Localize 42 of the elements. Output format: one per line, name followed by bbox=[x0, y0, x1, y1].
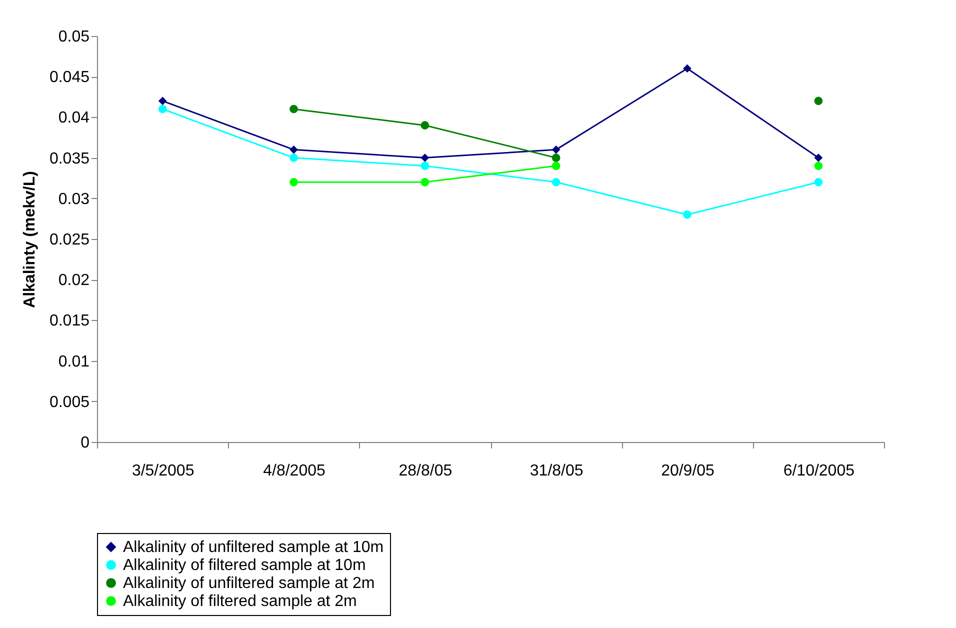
point bbox=[814, 178, 823, 186]
y-tick-label: 0.02 bbox=[58, 272, 90, 290]
point bbox=[290, 145, 298, 154]
point bbox=[158, 96, 167, 106]
point bbox=[552, 162, 560, 170]
point bbox=[814, 154, 823, 162]
point bbox=[683, 64, 692, 73]
point bbox=[552, 178, 560, 186]
x-tick-label: 6/10/2005 bbox=[783, 462, 855, 480]
x-tick-label: 20/9/05 bbox=[661, 462, 715, 480]
y-tick-label: 0.01 bbox=[58, 353, 90, 370]
point bbox=[290, 178, 298, 186]
point bbox=[420, 121, 430, 130]
y-tick-label: 0.03 bbox=[58, 190, 90, 208]
x-tick-label: 28/8/05 bbox=[398, 462, 452, 480]
y-tick-label: 0.035 bbox=[49, 150, 90, 168]
x-tick-label: 4/8/2005 bbox=[263, 462, 326, 480]
point bbox=[814, 162, 823, 170]
y-tick-label: 0.05 bbox=[58, 28, 90, 46]
legend-label: Alkalinity of unfiltered sample at 2m bbox=[123, 575, 375, 592]
legend-label: Alkalinity of filtered sample at 2m bbox=[123, 593, 357, 610]
point bbox=[290, 104, 298, 114]
point bbox=[420, 178, 430, 186]
y-tick-label: 0.005 bbox=[49, 394, 90, 411]
point bbox=[420, 154, 430, 162]
y-tick-label: 0.025 bbox=[49, 232, 90, 248]
point bbox=[552, 154, 560, 162]
point bbox=[158, 104, 167, 114]
legend-label: Alkalinity of filtered sample at 10m bbox=[123, 557, 366, 574]
point bbox=[814, 96, 823, 106]
point bbox=[290, 154, 298, 162]
y-tick-label: 0 bbox=[80, 434, 90, 452]
x-tick-label: 31/8/05 bbox=[530, 462, 584, 480]
point bbox=[552, 145, 560, 154]
y-tick-label: 0.04 bbox=[58, 110, 90, 127]
point bbox=[683, 210, 692, 219]
legend-label: Alkalinity of unfiltered sample at 10m bbox=[123, 539, 384, 556]
point bbox=[420, 162, 430, 170]
y-tick-label: 0.015 bbox=[49, 312, 90, 330]
y-axis-title: Alkalinty (mekv/L) bbox=[21, 171, 38, 308]
x-tick-label: 3/5/2005 bbox=[132, 462, 194, 480]
y-tick-label: 0.045 bbox=[49, 69, 90, 86]
